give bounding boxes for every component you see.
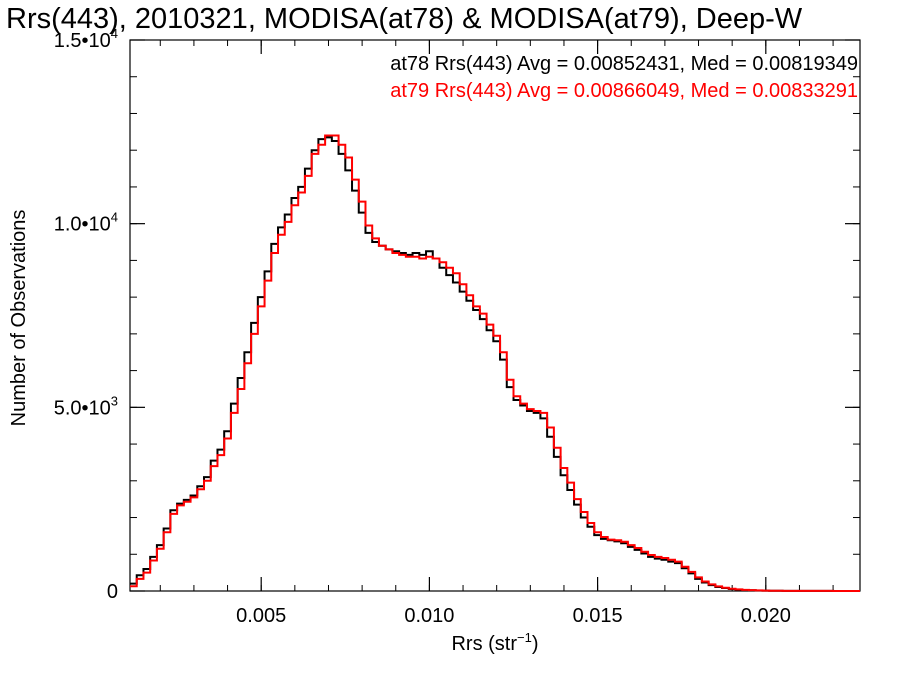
plot-border	[129, 39, 861, 592]
legend-entry-at79: at79 Rrs(443) Avg = 0.00866049, Med = 0.…	[390, 80, 858, 102]
legend-entry-at78: at78 Rrs(443) Avg = 0.00852431, Med = 0.…	[390, 53, 858, 75]
x-tick-label: 0.015	[573, 605, 623, 627]
y-tick-label: 0	[107, 581, 118, 603]
series-line-at78	[130, 136, 860, 592]
x-tick-label: 0.005	[236, 605, 286, 627]
x-axis-label: Rrs (str−1)	[451, 630, 538, 655]
y-tick-label-mantissa: 1.0•10	[54, 214, 111, 236]
chart-title: Rrs(443), 2010321, MODISA(at78) & MODISA…	[6, 3, 803, 35]
x-axis-label-close: )	[532, 633, 539, 655]
series-line-at79	[130, 134, 860, 592]
y-tick-label-mantissa: 1.5•10	[54, 30, 111, 52]
y-tick-label-exponent: 3	[111, 393, 118, 408]
y-tick-label-exponent: 4	[111, 26, 118, 41]
y-tick-label: 1.0•104	[54, 210, 118, 236]
x-tick-label: 0.020	[741, 605, 791, 627]
y-tick-label: 5.0•103	[54, 393, 118, 419]
y-axis-label: Number of Observations	[8, 210, 30, 427]
x-axis-label-main: Rrs (str	[451, 633, 517, 655]
x-axis-label-superscript: −1	[517, 630, 532, 645]
y-tick-label-mantissa: 5.0•10	[54, 397, 111, 419]
y-tick-label: 1.5•104	[54, 26, 118, 52]
plot-frame	[129, 39, 861, 592]
x-axis: 0.005 0.010 0.015 0.020	[159, 40, 834, 627]
x-tick-label: 0.010	[404, 605, 454, 627]
series-layer	[130, 134, 860, 592]
y-tick-label-exponent: 4	[111, 210, 118, 225]
y-tick-label-mantissa: 0	[107, 581, 118, 603]
